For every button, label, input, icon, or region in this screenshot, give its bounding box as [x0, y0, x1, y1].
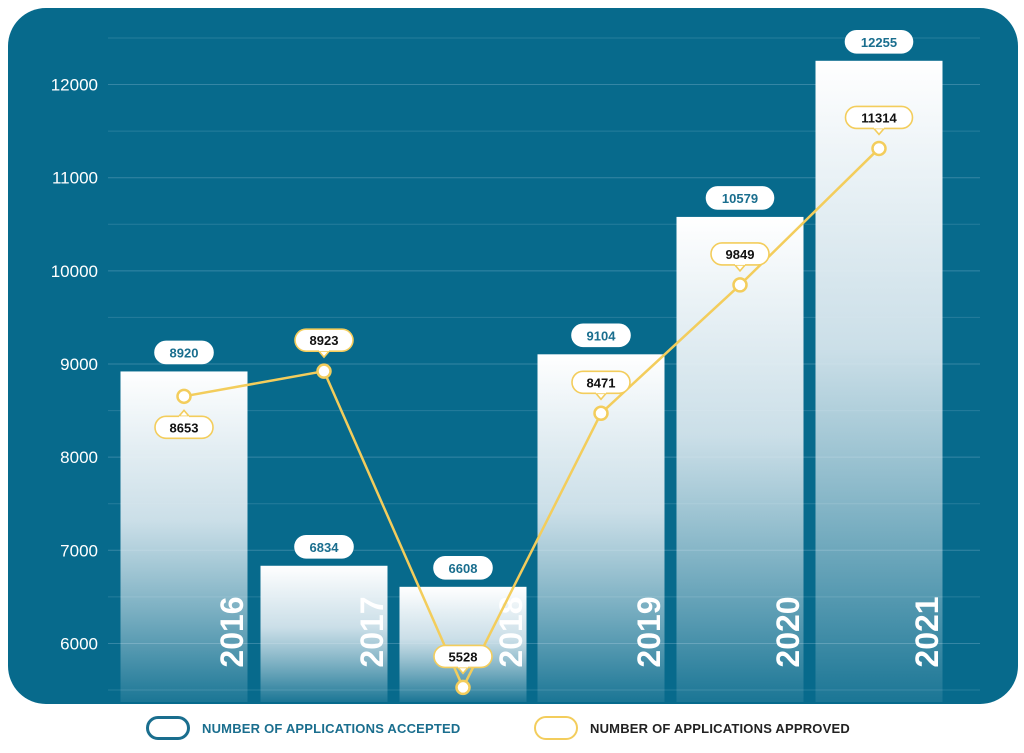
approved-point — [455, 679, 471, 696]
callout-box — [844, 29, 914, 54]
data-label: 11314 — [861, 110, 897, 125]
data-label: 6608 — [449, 561, 478, 576]
approved-value-label: 8923 — [294, 328, 354, 359]
x-axis-labels: 2016 2017 2018 2019 2020 2021 — [214, 596, 945, 667]
approved-point — [593, 405, 609, 422]
callout-box — [571, 323, 631, 348]
accepted-bars — [120, 60, 943, 703]
y-tick-label: 8000 — [60, 448, 98, 467]
accepted-value-label: 10579 — [705, 186, 775, 210]
approved-point — [316, 363, 332, 379]
y-axis-ticks: 6000 7000 8000 9000 10000 11000 12000 — [51, 76, 98, 654]
x-tick-label: 2016 — [214, 596, 250, 667]
data-label: 5528 — [449, 649, 478, 664]
approved-value-label: 9849 — [710, 242, 770, 273]
callout-joint — [319, 348, 329, 352]
legend: NUMBER OF APPLICATIONS ACCEPTED NUMBER O… — [0, 712, 1024, 752]
approved-point — [871, 140, 887, 157]
legend-label-approved: NUMBER OF APPLICATIONS APPROVED — [590, 720, 850, 736]
x-tick-label: 2020 — [770, 596, 806, 667]
callout-joint — [458, 664, 468, 668]
y-tick-label: 6000 — [60, 634, 98, 653]
accepted-value-label: 9104 — [571, 323, 631, 348]
data-label: 8923 — [310, 333, 339, 348]
chart: 6000 7000 8000 9000 10000 11000 12000 2016 2017… — [8, 8, 1018, 704]
x-tick-label: 2019 — [631, 596, 667, 667]
approved-point — [732, 277, 748, 293]
callout-joint — [735, 261, 745, 265]
approved-point — [176, 388, 192, 405]
accepted-legend-swatch — [146, 716, 190, 740]
accepted-bar — [676, 216, 804, 702]
approved-value-label: 11314 — [844, 105, 914, 136]
callout-joint — [596, 390, 606, 394]
accepted-bar — [815, 60, 943, 703]
legend-label-accepted: NUMBER OF APPLICATIONS ACCEPTED — [202, 720, 461, 736]
callout-box — [433, 556, 493, 580]
callout-box — [294, 534, 354, 559]
data-label: 10579 — [722, 191, 758, 206]
data-label: 8471 — [587, 375, 616, 390]
data-label: 9849 — [726, 247, 755, 262]
accepted-value-labels: 8920 6834 6608 9104 10579 12255 — [154, 29, 914, 580]
data-label: 8653 — [170, 420, 199, 435]
legend-item-accepted: NUMBER OF APPLICATIONS ACCEPTED — [146, 716, 461, 740]
x-tick-label: 2018 — [493, 596, 529, 667]
data-label: 8920 — [170, 345, 199, 360]
callout-box — [154, 340, 214, 365]
accepted-value-label: 6608 — [433, 556, 493, 580]
y-tick-label: 11000 — [52, 169, 98, 188]
accepted-bar — [260, 565, 388, 702]
approved-value-label: 8471 — [571, 370, 631, 401]
approved-value-labels: 8653 8923 5528 8471 9849 11314 — [154, 105, 914, 675]
accepted-value-label: 6834 — [294, 534, 354, 559]
accepted-value-label: 12255 — [844, 29, 914, 54]
approved-value-label: 5528 — [433, 644, 493, 675]
x-tick-label: 2017 — [354, 596, 390, 667]
data-label: 12255 — [861, 35, 897, 50]
y-tick-label: 12000 — [51, 76, 98, 95]
callout-joint — [179, 416, 189, 420]
data-label: 9104 — [587, 328, 617, 343]
data-label: 6834 — [310, 540, 340, 555]
callout-joint — [874, 125, 884, 129]
callout-box — [705, 186, 775, 210]
approved-legend-swatch — [534, 716, 578, 740]
accepted-value-label: 8920 — [154, 340, 214, 365]
y-tick-label: 9000 — [60, 355, 98, 374]
y-tick-label: 10000 — [51, 262, 98, 281]
y-tick-label: 7000 — [60, 541, 98, 560]
approved-value-label: 8653 — [154, 409, 214, 440]
legend-item-approved: NUMBER OF APPLICATIONS APPROVED — [534, 716, 850, 740]
x-tick-label: 2021 — [909, 596, 945, 667]
